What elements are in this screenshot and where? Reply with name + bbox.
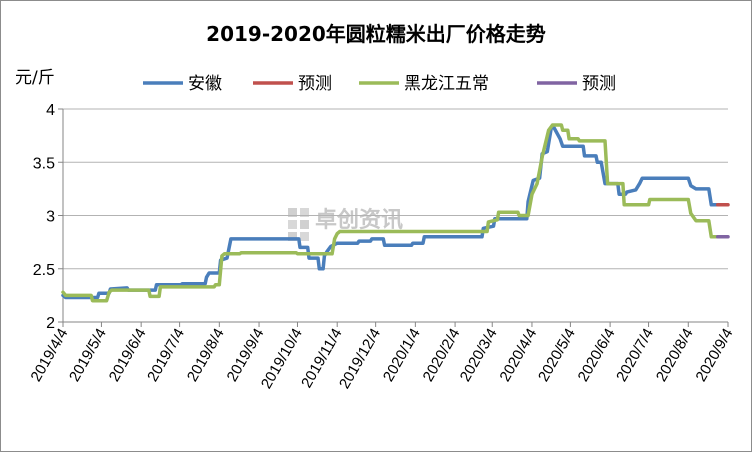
- axes: [62, 109, 728, 323]
- y-axis-unit-label: 元/斤: [15, 68, 55, 88]
- legend-label: 预测: [582, 74, 616, 94]
- x-tick-label: 2020/4/4: [497, 326, 541, 385]
- series-lines: [61, 123, 730, 303]
- chart-legend: 安徽 预测 黑龙江五常 预测: [143, 74, 616, 94]
- x-tick-label: 2020/7/4: [613, 326, 657, 385]
- y-tick-label: 4: [46, 102, 55, 119]
- x-tick-label: 2019/9/4: [224, 326, 268, 385]
- y-tick-label: 2.5: [33, 262, 55, 279]
- legend-label: 安徽: [188, 74, 222, 94]
- y-tick-label: 2: [46, 315, 55, 332]
- chart-title: 2019-2020年圆粒糯米出厂价格走势: [206, 22, 546, 46]
- legend-label: 黑龙江五常: [404, 74, 489, 94]
- y-tick-label: 3: [46, 209, 55, 226]
- grid-lines: [63, 108, 728, 270]
- x-axis-ticks: 2019/4/42019/5/42019/6/42019/7/42019/8/4…: [28, 322, 737, 392]
- x-tick-label: 2020/3/4: [457, 325, 501, 384]
- x-tick-label: 2020/9/4: [693, 326, 737, 385]
- series-line: [61, 123, 720, 303]
- watermark: 卓创资讯: [288, 208, 403, 241]
- x-tick-label: 2020/8/4: [653, 326, 697, 385]
- x-tick-label: 2019/5/4: [66, 326, 110, 385]
- x-tick-label: 2019/6/4: [106, 326, 150, 385]
- legend-label: 预测: [298, 74, 332, 94]
- x-tick-label: 2019/7/4: [144, 326, 188, 385]
- x-tick-label: 2020/6/4: [575, 326, 619, 385]
- x-tick-label: 2019/4/4: [28, 326, 72, 385]
- watermark-text: 卓创资讯: [315, 208, 403, 233]
- x-tick-label: 2019/8/4: [184, 326, 228, 385]
- y-axis-ticks: 2 2.5 3 3.5 4: [33, 102, 63, 332]
- x-tick-label: 2020/1/4: [380, 326, 424, 385]
- y-tick-label: 3.5: [33, 155, 55, 172]
- x-tick-label: 2020/5/4: [535, 326, 579, 385]
